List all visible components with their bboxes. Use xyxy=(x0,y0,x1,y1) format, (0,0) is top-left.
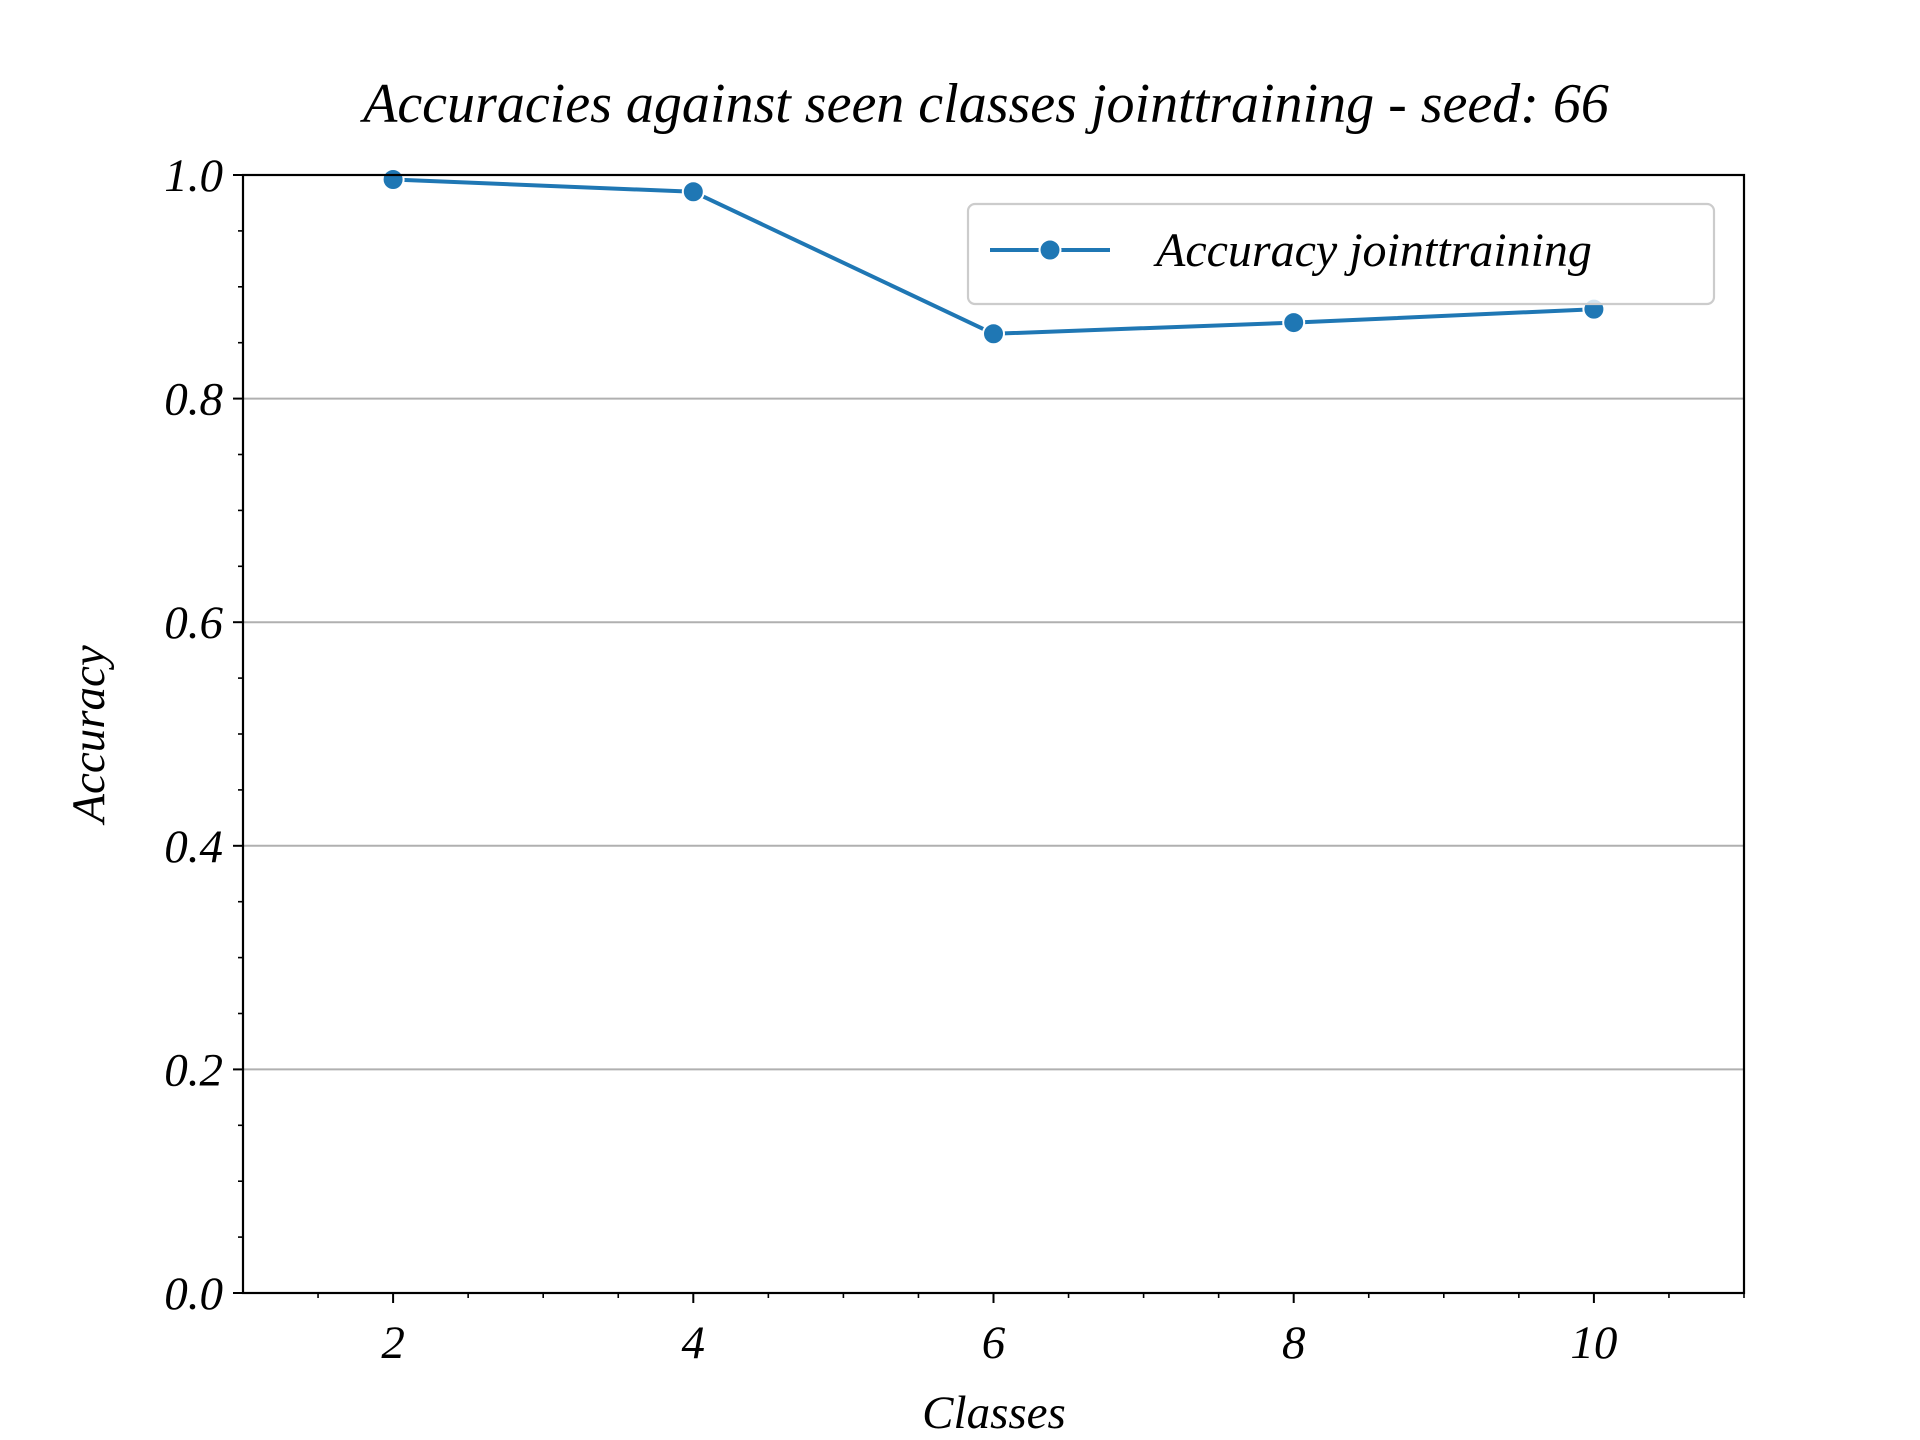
label-layer: Accuracies against seen classes jointtra… xyxy=(63,73,1609,1439)
y-axis-label: Accuracy xyxy=(63,645,115,826)
x-axis-label: Classes xyxy=(922,1387,1066,1439)
legend-box xyxy=(966,202,1716,306)
x-tick-label: 10 xyxy=(1570,1317,1617,1369)
x-tick-label: 2 xyxy=(381,1317,405,1369)
tick-layer: 0.0 0.2 0.4 0.6 0.8 1.0 2 4 6 8 10 xyxy=(164,150,1745,1369)
chart-title: Accuracies against seen classes jointtra… xyxy=(359,73,1609,135)
y-tick-label: 0.8 xyxy=(164,374,223,426)
x-tick-label: 6 xyxy=(982,1317,1006,1369)
y-tick-label: 0.6 xyxy=(164,597,223,649)
legend: Accuracy jointtraining xyxy=(966,202,1716,306)
legend-label: Accuracy jointtraining xyxy=(1153,224,1592,277)
data-point xyxy=(1282,311,1306,335)
data-point xyxy=(681,180,705,204)
legend-marker-sample xyxy=(1038,238,1062,262)
y-tick-label: 0.2 xyxy=(164,1044,223,1096)
y-tick-label: 0.4 xyxy=(164,821,223,873)
data-point xyxy=(381,167,405,191)
x-tick-label: 8 xyxy=(1282,1317,1306,1369)
data-point xyxy=(982,322,1005,346)
y-tick-label: 1.0 xyxy=(164,150,223,202)
y-tick-label: 0.0 xyxy=(164,1268,223,1320)
x-tick-label: 4 xyxy=(682,1317,706,1369)
